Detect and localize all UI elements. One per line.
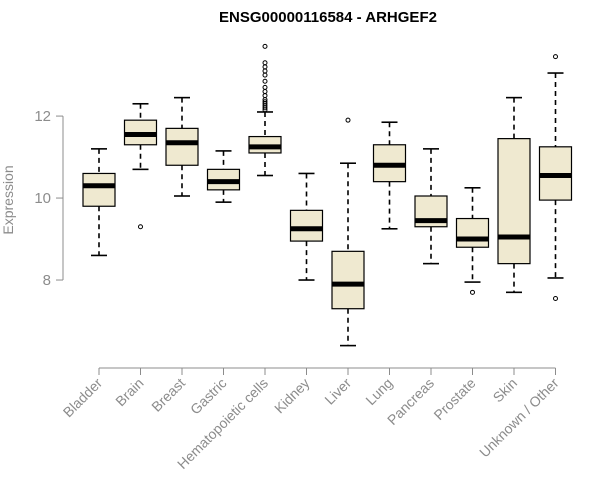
box-iqr <box>82 172 116 207</box>
box-iqr <box>455 217 490 248</box>
outlier-point <box>262 84 268 90</box>
box-iqr <box>289 209 324 242</box>
outlier-point <box>470 289 475 295</box>
outlier-point <box>262 60 268 66</box>
box-bladder <box>82 148 116 257</box>
box-gastric <box>206 150 241 203</box>
outlier-point <box>262 64 268 70</box>
y-tick-label: 10 <box>34 190 51 207</box>
boxes-group <box>82 43 573 347</box>
y-axis-label: Expression <box>0 165 16 234</box>
outlier-point <box>553 54 558 60</box>
outlier-point <box>262 72 268 78</box>
box-liver <box>331 117 365 347</box>
x-tick-label: Lung <box>362 375 395 408</box>
x-tick-label: Breast <box>148 375 188 415</box>
outlier-point <box>262 68 268 74</box>
box-brain <box>123 102 158 230</box>
box-prostate <box>455 187 490 295</box>
x-tick-label: Skin <box>490 375 521 406</box>
box-lung <box>372 121 407 230</box>
box-iqr <box>331 250 365 310</box>
box-skin <box>497 96 531 294</box>
x-tick-label: Unknown / Other <box>476 375 562 461</box>
outlier-point <box>138 224 143 230</box>
box-kidney <box>289 172 324 281</box>
outlier-point <box>262 88 268 94</box>
x-tick-label: Liver <box>321 375 354 408</box>
box-pancreas <box>414 148 448 265</box>
box-iqr <box>497 138 531 265</box>
x-tick-label: Kidney <box>271 375 313 417</box>
outlier-point <box>262 43 268 49</box>
outlier-point <box>262 99 268 105</box>
x-tick-label: Prostate <box>430 375 478 423</box>
box-breast <box>165 96 199 197</box>
x-tick-label: Bladder <box>60 375 106 421</box>
outlier-point <box>553 295 558 301</box>
outlier-point <box>345 117 351 123</box>
outlier-point <box>262 78 268 84</box>
box-iqr <box>165 127 199 166</box>
y-tick-label: 8 <box>43 272 51 289</box>
y-tick-label: 12 <box>34 108 51 125</box>
box-hematopoietic-cells <box>248 43 282 177</box>
outlier-point <box>262 93 268 99</box>
box-unknown-other <box>538 54 573 301</box>
x-tick-label: Brain <box>112 375 146 409</box>
chart-title: ENSG00000116584 - ARHGEF2 <box>219 9 437 26</box>
